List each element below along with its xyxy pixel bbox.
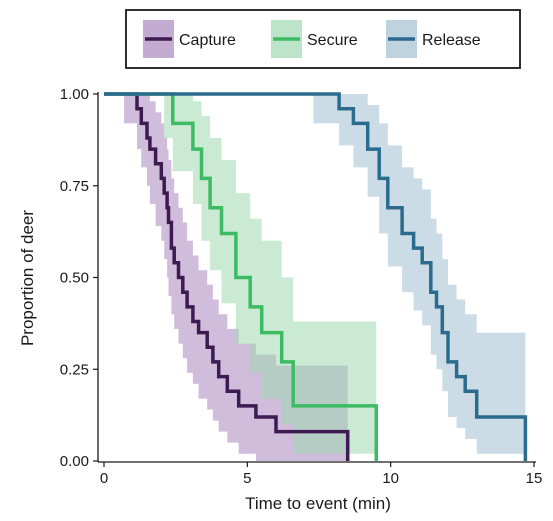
- x-tick-label: 15: [526, 470, 543, 487]
- legend-label-release: Release: [422, 32, 481, 49]
- y-tick-label: 1.00: [60, 86, 89, 103]
- x-tick-label: 0: [100, 470, 108, 487]
- axes: 0 5 10 15 0.00 0.25 0.50 0.75 1.00: [60, 86, 543, 487]
- series-lines: [104, 92, 528, 461]
- y-axis-label: Proportion of deer: [18, 210, 37, 346]
- band-release: [104, 94, 526, 461]
- legend-label-capture: Capture: [179, 32, 236, 49]
- y-tick-label: 0.00: [60, 453, 89, 470]
- x-tick-label: 5: [243, 470, 251, 487]
- line-capture: [104, 92, 350, 461]
- y-tick-label: 0.25: [60, 361, 89, 378]
- legend-label-secure: Secure: [307, 32, 358, 49]
- line-release: [104, 92, 528, 461]
- line-secure: [104, 92, 379, 461]
- x-axis-label: Time to event (min): [245, 494, 391, 513]
- x-tick-label: 10: [382, 470, 399, 487]
- y-tick-label: 0.75: [60, 178, 89, 195]
- y-tick-label: 0.50: [60, 270, 89, 287]
- legend: Capture Secure Release: [125, 9, 521, 69]
- legend-box: [125, 9, 521, 69]
